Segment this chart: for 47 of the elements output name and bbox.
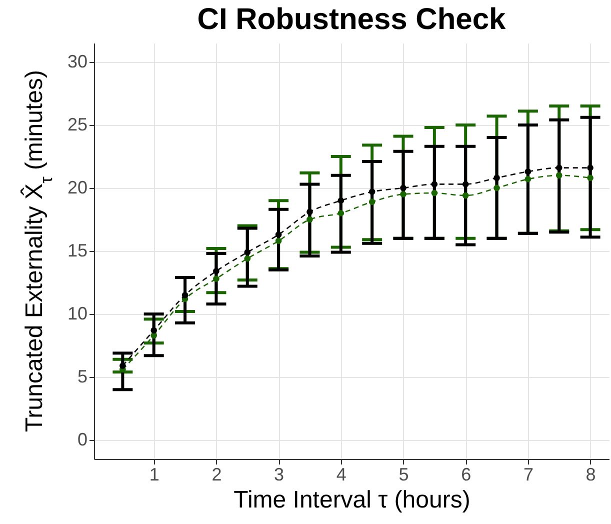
point xyxy=(587,174,594,182)
point xyxy=(556,172,562,179)
point xyxy=(244,255,251,262)
x-tick-label: 3 xyxy=(274,464,284,484)
chart-title: CI Robustness Check xyxy=(197,3,506,36)
point xyxy=(524,176,532,182)
x-tick-label: 4 xyxy=(336,464,346,484)
point xyxy=(400,184,406,192)
point xyxy=(275,231,282,238)
point xyxy=(275,238,282,244)
point xyxy=(587,164,594,171)
point xyxy=(400,191,406,198)
y-tick-label: 10 xyxy=(67,304,88,324)
point xyxy=(213,276,220,282)
point xyxy=(182,292,188,298)
point xyxy=(431,181,438,188)
point xyxy=(306,208,313,216)
y-tick-label: 5 xyxy=(77,366,88,387)
point xyxy=(306,216,313,223)
point xyxy=(556,164,562,171)
point xyxy=(150,327,158,334)
point xyxy=(368,188,376,195)
point xyxy=(462,192,469,199)
y-tick-label: 20 xyxy=(67,177,88,198)
x-tick-label: 6 xyxy=(461,464,472,484)
point xyxy=(338,210,344,216)
point xyxy=(368,198,376,205)
x-tick-label: 8 xyxy=(586,464,596,484)
y-tick-label: 0 xyxy=(77,430,88,450)
x-tick-label: 2 xyxy=(212,464,222,484)
point xyxy=(494,184,500,192)
x-tick-label: 5 xyxy=(398,464,409,484)
point xyxy=(338,197,344,204)
x-tick-label: 7 xyxy=(523,464,534,484)
y-tick-label: 15 xyxy=(67,240,88,260)
x-tick-label: 1 xyxy=(149,464,160,484)
y-tick-label: 30 xyxy=(67,51,88,72)
point xyxy=(462,181,469,188)
point xyxy=(150,332,158,339)
point xyxy=(213,268,220,274)
point xyxy=(524,168,532,175)
x-axis-title: Time Interval τ (hours) xyxy=(234,486,470,514)
point xyxy=(244,249,251,256)
point xyxy=(120,362,126,369)
point xyxy=(494,174,500,182)
point xyxy=(431,190,438,196)
y-tick-label: 25 xyxy=(67,114,88,134)
